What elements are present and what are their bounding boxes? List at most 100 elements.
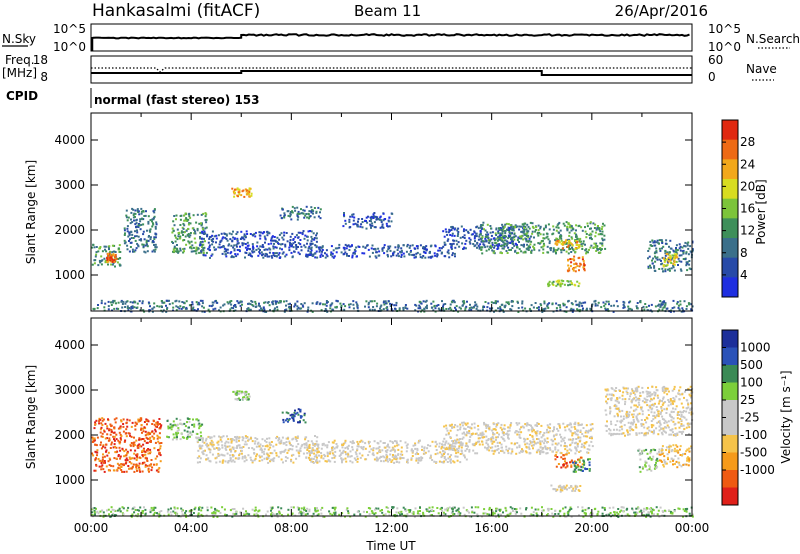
scatter-cell — [511, 228, 514, 231]
scatter-cell — [154, 428, 157, 431]
scatter-cell — [652, 241, 655, 244]
scatter-cell — [310, 206, 313, 209]
scatter-cell — [271, 452, 274, 455]
scatter-cell — [130, 231, 133, 234]
scatter-cell — [194, 230, 196, 233]
scatter-cell — [130, 442, 133, 444]
scatter-cell — [286, 437, 289, 440]
scatter-cell — [313, 207, 316, 209]
scatter-cell — [462, 247, 465, 250]
scatter-cell — [658, 308, 661, 311]
scatter-cell — [574, 300, 577, 303]
scatter-cell — [315, 234, 318, 237]
scatter-cell — [520, 244, 523, 247]
scatter-cell — [287, 303, 290, 306]
scatter-cell — [588, 448, 591, 451]
scatter-cell — [672, 299, 675, 302]
scatter-cell — [196, 456, 199, 459]
scatter-cell — [593, 300, 596, 303]
scatter-cell — [569, 461, 572, 464]
scatter-cell — [100, 302, 103, 305]
scatter-cell — [113, 426, 116, 429]
scatter-cell — [246, 241, 249, 244]
scatter-cell — [386, 306, 389, 309]
scatter-cell — [600, 248, 603, 251]
scatter-cell — [306, 255, 309, 258]
scatter-cell — [627, 307, 630, 310]
scatter-cell — [594, 304, 597, 307]
scatter-cell — [685, 252, 688, 255]
scatter-cell — [151, 307, 154, 310]
scatter-cell — [557, 279, 560, 282]
scatter-patch — [662, 252, 679, 268]
scatter-cell — [183, 214, 186, 217]
scatter-cell — [497, 307, 499, 310]
scatter-cell — [295, 245, 298, 248]
scatter-cell — [356, 255, 358, 258]
scatter-cell — [188, 420, 191, 423]
scatter-cell — [475, 441, 478, 444]
scatter-cell — [215, 234, 218, 237]
scatter-cell — [158, 418, 161, 420]
scatter-cell — [451, 252, 454, 255]
scatter-cell — [241, 190, 244, 193]
scatter-cell — [357, 225, 360, 228]
scatter-cell — [288, 417, 291, 420]
scatter-cell — [451, 232, 454, 235]
scatter-cell — [296, 435, 299, 438]
scatter-cell — [424, 246, 426, 249]
scatter-cell — [312, 232, 315, 235]
scatter-cell — [138, 437, 141, 440]
scatter-cell — [288, 442, 291, 445]
scatter-cell — [208, 236, 211, 239]
scatter-cell — [601, 225, 604, 228]
scatter-cell — [321, 250, 323, 253]
scatter-cell — [267, 461, 270, 464]
scatter-cell — [103, 306, 106, 309]
scatter-cell — [392, 447, 395, 450]
colorbar-tick-label: 12 — [740, 224, 755, 238]
scatter-cell — [223, 303, 226, 306]
scatter-cell — [234, 436, 237, 438]
scatter-cell — [93, 259, 96, 262]
scatter-cell — [133, 436, 135, 439]
scatter-cell — [589, 307, 592, 310]
scatter-cell — [265, 311, 268, 313]
scatter-cell — [113, 418, 116, 421]
scatter-cell — [278, 252, 281, 255]
scatter-cell — [660, 302, 663, 305]
scatter-cell — [205, 221, 208, 224]
scatter-cell — [603, 238, 606, 241]
scatter-cell — [151, 225, 154, 228]
scatter-cell — [132, 216, 135, 219]
scatter-cell — [516, 433, 519, 436]
scatter-cell — [559, 433, 562, 436]
scatter-cell — [335, 446, 338, 449]
scatter-cell — [665, 264, 668, 267]
scatter-cell — [588, 468, 591, 471]
scatter-cell — [448, 229, 451, 232]
scatter-cell — [421, 256, 424, 259]
scatter-cell — [519, 437, 522, 439]
scatter-cell — [454, 246, 457, 249]
scatter-cell — [477, 428, 480, 431]
scatter-cell — [654, 260, 657, 263]
scatter-cell — [283, 234, 286, 237]
scatter-cell — [377, 254, 380, 257]
scatter-cell — [546, 437, 549, 440]
scatter-cell — [349, 303, 352, 306]
scatter-cell — [284, 448, 287, 451]
scatter-cell — [525, 451, 528, 454]
scatter-cell — [130, 435, 133, 438]
scatter-cell — [590, 244, 593, 247]
scatter-cell — [598, 227, 600, 230]
scatter-cell — [536, 425, 539, 427]
scatter-cell — [662, 300, 665, 303]
colorbar-band — [722, 120, 738, 141]
scatter-cell — [589, 246, 592, 249]
scatter-cell — [498, 451, 500, 454]
scatter-cell — [344, 439, 347, 442]
scatter-cell — [539, 227, 542, 230]
scatter-cell — [486, 231, 489, 234]
scatter-cell — [230, 306, 233, 309]
